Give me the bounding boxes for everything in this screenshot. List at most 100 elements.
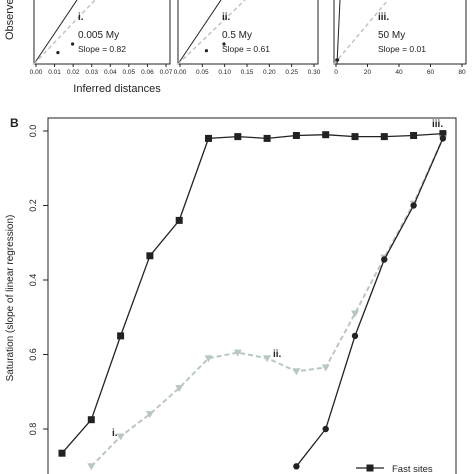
data-point [56, 51, 60, 55]
triangle-marker [321, 364, 330, 372]
square-marker [322, 131, 330, 139]
x-tick-label: 0.00 [174, 69, 187, 76]
plot-frame [47, 117, 457, 474]
panel-numeral: ii. [222, 12, 231, 23]
triangle-marker [233, 349, 242, 357]
series-annotation: i. [112, 428, 118, 439]
circle-marker [351, 332, 359, 340]
panel-slope-label: Slope = 0.61 [222, 44, 270, 54]
series-line [295, 138, 444, 467]
x-tick-label: 0.00 [30, 69, 43, 76]
series-annotation: iii. [432, 119, 443, 130]
legend-square-marker [366, 464, 374, 472]
circle-marker [381, 256, 388, 263]
panel-slope-label: Slope = 0.82 [78, 44, 126, 54]
panel-b-ylabel: Saturation (slope of linear regression) [5, 215, 16, 382]
triangle-marker [175, 385, 184, 393]
legend-label: Fast sites [392, 464, 433, 474]
series-line [90, 137, 444, 467]
square-marker [292, 132, 300, 139]
triangle-marker [351, 310, 359, 318]
scatter-panel-3: 0 20 40 60 80 iii. 50 My Slope = 0.01 [333, 0, 467, 76]
triangle-marker [116, 433, 125, 441]
panel-age-label: 50 My [378, 30, 405, 41]
y-tick-label: 0.0 [28, 125, 38, 138]
regression-line [336, 0, 341, 65]
square-marker [263, 134, 271, 142]
panel-frame [333, 0, 467, 65]
y-tick-label: 0.6 [28, 348, 38, 361]
square-marker [87, 416, 95, 424]
square-marker [58, 449, 66, 457]
x-tick-label: 80 [458, 69, 466, 76]
x-tick-label: 0.06 [141, 69, 154, 76]
x-tick-label: 0.07 [160, 69, 173, 76]
triangle-marker [204, 355, 213, 363]
panel-b: B Saturation (slope of linear regression… [5, 116, 457, 474]
square-marker [205, 134, 212, 142]
panel-age-label: 0.5 My [222, 30, 252, 41]
legend: Fast sites [356, 464, 433, 474]
square-marker [439, 130, 447, 138]
top-panels: Observed Inferred distances 0.00 0.01 0.02… [4, 0, 467, 95]
panel-age-label: 0.005 My [78, 30, 119, 41]
square-marker [175, 216, 183, 224]
triangle-marker [145, 411, 154, 419]
scatter-panel-2: 0.00 0.05 0.10 0.15 0.20 0.25 0.30 ii. 0.5 My Slo… [174, 0, 321, 76]
x-tick-label: 0.05 [196, 69, 209, 76]
circle-marker [293, 463, 300, 470]
series-fast-sites [58, 130, 447, 457]
panel-b-label: B [10, 116, 19, 130]
x-tick-label: 0.20 [263, 69, 276, 76]
triangle-marker [292, 368, 301, 376]
x-tick-label: 0.01 [48, 69, 61, 76]
x-tick-label: 0.05 [123, 69, 136, 76]
circle-marker [410, 202, 417, 209]
regression-line [177, 0, 222, 65]
panel-slope-label: Slope = 0.01 [378, 44, 426, 54]
data-point [204, 49, 208, 53]
y-tick-label: 0.2 [28, 199, 38, 212]
square-marker [410, 132, 418, 139]
panel-numeral: iii. [378, 12, 389, 23]
panel-a-xlabel: Inferred distances [73, 83, 161, 95]
y-tick-label: 0.8 [28, 423, 38, 436]
triangle-marker [87, 463, 96, 471]
x-tick-label: 40 [395, 69, 403, 76]
circle-marker [322, 425, 329, 433]
square-marker [234, 133, 242, 141]
regression-line [33, 0, 78, 65]
series-dashed-series [87, 135, 447, 471]
reference-line [33, 0, 96, 65]
square-marker [380, 133, 388, 141]
circle-marker [439, 135, 447, 142]
series-line [61, 132, 443, 454]
data-point [71, 42, 75, 46]
x-tick-label: 0.25 [285, 69, 298, 76]
x-tick-label: 20 [364, 69, 372, 76]
data-point [222, 42, 226, 46]
panel-frame [33, 0, 171, 65]
panel-frame [177, 0, 319, 65]
x-tick-label: 0.04 [104, 69, 117, 76]
x-tick-label: 0.10 [218, 69, 231, 76]
data-point [336, 58, 340, 62]
panel-a-ylabel: Observed [4, 0, 16, 40]
x-tick-label: 60 [427, 69, 435, 76]
x-tick-label: 0.02 [67, 69, 80, 76]
square-marker [146, 252, 154, 260]
square-marker [351, 133, 359, 141]
x-tick-label: 0 [334, 69, 338, 76]
triangle-marker [263, 355, 272, 363]
x-tick-label: 0.03 [85, 69, 98, 76]
panel-numeral: i. [78, 12, 84, 23]
series-annotation: ii. [273, 349, 282, 360]
x-tick-label: 0.15 [241, 69, 254, 76]
series-circle-series [293, 135, 447, 470]
square-marker [117, 332, 125, 340]
scatter-panel-1: 0.00 0.01 0.02 0.03 0.04 0.05 0.06 0.07 i. 0.005 … [30, 0, 173, 76]
reference-line [177, 0, 246, 65]
y-tick-label: 0.4 [28, 274, 38, 287]
x-tick-label: 0.30 [308, 69, 321, 76]
